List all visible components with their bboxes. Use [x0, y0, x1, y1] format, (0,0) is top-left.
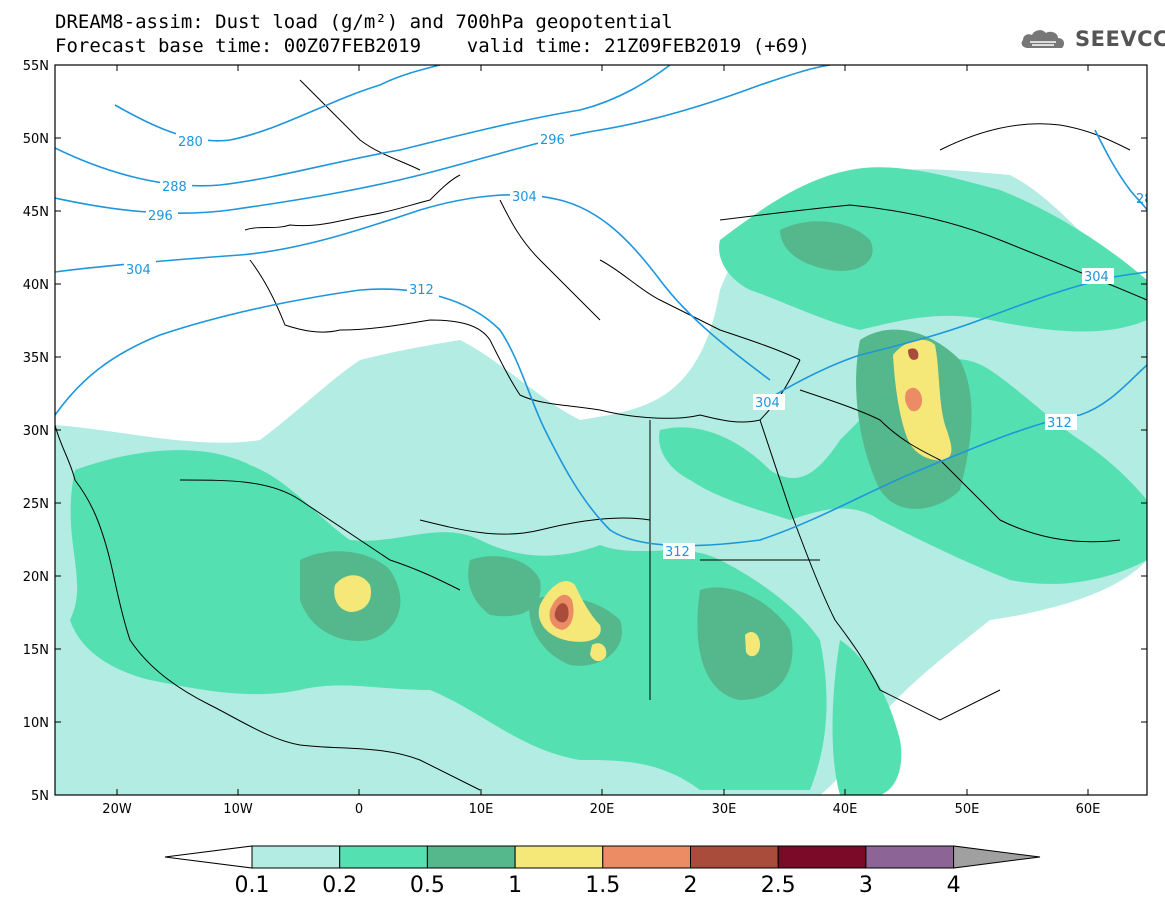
colorbar-label: 2	[684, 873, 698, 898]
lat-tick-label: 20N	[23, 570, 49, 585]
colorbar-label: 4	[947, 873, 961, 898]
lon-tick-label: 10E	[469, 802, 494, 817]
contour-label: 288	[162, 180, 187, 195]
contour-label: 312	[665, 545, 690, 560]
lat-tick-label: 15N	[23, 643, 49, 658]
seevccc-logo: SEEVCCC	[1018, 26, 1165, 52]
colorbar-label: 1.5	[585, 873, 620, 898]
lon-tick-label: 50E	[955, 802, 980, 817]
colorbar-over-triangle	[953, 845, 1041, 869]
axis-ticks: 20W 10W 0 10E 20E 30E 40E 50E 60E 55N 50N 45N 40N 35N…	[23, 59, 1147, 817]
contour-label: 28	[1136, 192, 1153, 207]
lat-tick-label: 5N	[31, 789, 49, 804]
lat-tick-label: 40N	[23, 278, 49, 293]
colorbar: 0.1 0.2 0.5 1 1.5 2 2.5 3 4	[164, 845, 1041, 898]
contour-label: 312	[409, 283, 434, 298]
lon-tick-label: 20W	[102, 802, 132, 817]
lon-tick-label: 30E	[712, 802, 737, 817]
colorbar-label: 1	[508, 873, 522, 898]
colorbar-label: 0.2	[322, 873, 357, 898]
lon-tick-label: 0	[355, 802, 363, 817]
lat-tick-label: 25N	[23, 497, 49, 512]
colorbar-segment	[251, 845, 341, 869]
lon-tick-label: 10W	[223, 802, 253, 817]
contour-labels: 280 288 296 304 312 296 304 304 312 312 …	[124, 131, 1153, 560]
colorbar-label: 0.5	[410, 873, 445, 898]
colorbar-label: 3	[859, 873, 873, 898]
contour-label: 304	[755, 396, 780, 411]
lon-tick-label: 60E	[1076, 802, 1101, 817]
contour-label: 280	[178, 135, 203, 150]
contour-label: 296	[540, 133, 565, 148]
colorbar-segment	[865, 845, 955, 869]
cloud-logo-icon	[1021, 30, 1065, 48]
lat-tick-label: 55N	[23, 59, 49, 74]
colorbar-segment	[690, 845, 779, 869]
colorbar-under-triangle	[164, 845, 253, 869]
logo-text: SEEVCCC	[1075, 27, 1165, 51]
lon-tick-label: 20E	[590, 802, 615, 817]
lat-tick-label: 30N	[23, 424, 49, 439]
dust-band-red	[554, 348, 919, 623]
lat-tick-label: 45N	[23, 205, 49, 220]
colorbar-label: 2.5	[761, 873, 796, 898]
title-line-2: Forecast base time: 00Z07FEB2019 valid t…	[55, 35, 810, 57]
contour-label: 304	[512, 190, 537, 205]
contour-label: 312	[1047, 416, 1072, 431]
lat-tick-label: 10N	[23, 716, 49, 731]
colorbar-segment	[777, 845, 867, 869]
contour-label: 304	[126, 263, 151, 278]
dust-field: 280 288 296 304 312 296 304 304 312 312 …	[55, 65, 1153, 795]
contour-label: 296	[148, 209, 173, 224]
lat-tick-label: 35N	[23, 351, 49, 366]
colorbar-label: 0.1	[235, 873, 270, 898]
lon-tick-label: 40E	[833, 802, 858, 817]
title-line-1: DREAM8-assim: Dust load (g/m²) and 700hP…	[55, 11, 673, 33]
colorbar-segment	[602, 845, 691, 869]
colorbar-segment	[514, 845, 604, 869]
coastlines	[55, 79, 1147, 791]
colorbar-segment	[339, 845, 428, 869]
lat-tick-label: 50N	[23, 132, 49, 147]
contour-label: 304	[1084, 270, 1109, 285]
colorbar-segment	[426, 845, 516, 869]
